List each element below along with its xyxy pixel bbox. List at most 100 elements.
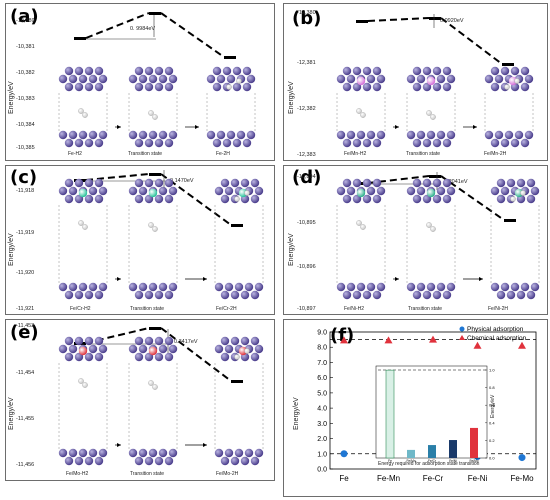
y-tick-label: 8.0 bbox=[317, 345, 327, 352]
inset-x-label: Fe/Cr bbox=[428, 459, 437, 463]
tick-label: -11,920 bbox=[16, 270, 35, 276]
tick-label: -11,456 bbox=[16, 462, 35, 468]
tick-label: -11,919 bbox=[16, 230, 35, 236]
structures bbox=[56, 60, 266, 140]
caption: Transition state bbox=[408, 306, 442, 312]
transition-state-level bbox=[149, 327, 161, 330]
physical-point bbox=[340, 450, 348, 458]
tick-label: -10,381 bbox=[16, 44, 35, 50]
tick-label: -10,895 bbox=[297, 220, 316, 226]
inset-bar bbox=[385, 369, 395, 459]
tick-label: -10,385 bbox=[16, 145, 35, 151]
tick-label: -10,380 bbox=[16, 18, 35, 24]
panel-label: (e) bbox=[10, 322, 39, 343]
chemical-point bbox=[429, 335, 437, 343]
panel-b: (b) Energy/eV -12,380 -12,381 -12,382 -1… bbox=[283, 3, 548, 161]
tick-label: -10,383 bbox=[16, 96, 35, 102]
adsorption-chart: 0.0 1.0 2.0 3.0 4.0 5.0 6.0 7.0 8.0 9.0 Fe Fe-Mn Fe-… bbox=[317, 326, 537, 483]
inset-y-tick-label: 0.0 bbox=[489, 456, 495, 461]
inset-y-tick-label: 1.0 bbox=[489, 368, 495, 373]
initial-state-level bbox=[74, 37, 86, 40]
tick-label: -12,381 bbox=[297, 60, 316, 66]
legend-marker-chemical bbox=[459, 335, 465, 340]
transition-state-level bbox=[149, 12, 161, 15]
y-tick-label: 3.0 bbox=[317, 421, 327, 428]
y-tick-label: 1.0 bbox=[317, 451, 327, 458]
inset-x-label: Fe/Mn bbox=[406, 459, 415, 463]
x-tick-label: Fe-Mn bbox=[377, 474, 400, 483]
y-tick-label: 7.0 bbox=[317, 360, 327, 367]
caption: Fe/Ni-H2 bbox=[344, 306, 365, 312]
panel-label: (c) bbox=[10, 167, 38, 188]
inset-y-tick-label: 0.2 bbox=[489, 438, 495, 443]
barrier-value: 0.2041eV bbox=[444, 179, 468, 185]
panel-d: (d) Energy/eV -10,894 -10,895 -10,896 -1… bbox=[283, 165, 548, 315]
final-state-level bbox=[231, 380, 243, 383]
energy-path bbox=[85, 170, 232, 226]
tick-label: -11,454 bbox=[16, 370, 35, 376]
tick-label: -10,384 bbox=[16, 122, 35, 128]
tick-label: -12,382 bbox=[297, 106, 316, 112]
caption: Fe-2H bbox=[216, 151, 230, 157]
caption: Fe/Ni-2H bbox=[488, 306, 509, 312]
y-tick-label: 4.0 bbox=[317, 406, 327, 413]
chemical-point bbox=[384, 336, 393, 344]
inset-y-tick-label: 0.6 bbox=[489, 403, 495, 408]
inset-bar bbox=[428, 445, 436, 458]
barrier-value: 0.0920eV bbox=[440, 18, 464, 24]
inset-x-label: Fe/Ni bbox=[449, 459, 457, 463]
panel-e: (e) Energy/eV -11,453 -11,454 -11,455 -1… bbox=[5, 319, 275, 481]
legend-marker-physical bbox=[459, 326, 465, 332]
caption: Fe/Cr-2H bbox=[216, 306, 237, 312]
initial-state-level bbox=[356, 20, 368, 23]
x-tick-label: Fe-Cr bbox=[423, 474, 444, 483]
panel-a: (a) Energy/eV -10,380 -10,381 -10,382 -1… bbox=[5, 3, 275, 161]
y-tick-label: 5.0 bbox=[317, 390, 327, 397]
x-tick-label: Fe bbox=[339, 474, 349, 483]
final-state-level bbox=[504, 219, 516, 222]
panel-label: (f) bbox=[330, 325, 355, 346]
inset-y-label: Energy/eV bbox=[490, 394, 496, 418]
y-tick-label: 6.0 bbox=[317, 375, 327, 382]
barrier-value: 0.3417eV bbox=[174, 339, 198, 345]
chemical-point bbox=[473, 341, 482, 349]
y-tick-label: 2.0 bbox=[317, 436, 327, 443]
caption: Fe/Mo-2H bbox=[216, 471, 239, 477]
panel-label: (a) bbox=[10, 6, 39, 27]
inset-frame bbox=[375, 365, 488, 459]
energy-path bbox=[85, 327, 232, 382]
physical-point bbox=[518, 454, 526, 462]
energy-path bbox=[367, 172, 505, 221]
final-state-level bbox=[224, 56, 236, 59]
energy-path bbox=[85, 12, 225, 58]
legend-label: Chemical adsorption bbox=[467, 335, 527, 342]
inset-bar bbox=[470, 427, 478, 458]
panel-label: (d) bbox=[292, 167, 322, 188]
tick-label: -10,894 bbox=[297, 174, 316, 180]
caption: Transition state bbox=[128, 151, 162, 157]
panel-f: (f) Energy/eV 0.0 1.0 2.0 3.0 4.0 5.0 6.0 7.0 8.… bbox=[283, 319, 548, 497]
caption: Transition state bbox=[130, 306, 164, 312]
caption: Transition state bbox=[406, 151, 440, 157]
inset-x-label: Fe bbox=[388, 459, 392, 463]
tick-label: -11,455 bbox=[16, 416, 35, 422]
transition-state-level bbox=[149, 173, 161, 176]
tick-label: -12,383 bbox=[297, 152, 316, 158]
final-state-level bbox=[502, 63, 514, 66]
plot-frame bbox=[329, 331, 537, 470]
chemical-point bbox=[518, 341, 526, 349]
x-tick-label: Fe-Ni bbox=[468, 474, 488, 483]
inset-y-tick-label: 0.4 bbox=[489, 420, 495, 425]
tick-label: -11,453 bbox=[16, 323, 35, 329]
y-tick-label: 0.0 bbox=[317, 467, 327, 474]
barrier-value: 0.1470eV bbox=[170, 178, 194, 184]
inset-y-tick-label: 0.8 bbox=[489, 385, 495, 390]
barrier-value: 0. 9984eV bbox=[130, 26, 156, 32]
y-tick-label: 9.0 bbox=[317, 330, 327, 337]
caption: Fe/Mn-2H bbox=[484, 151, 507, 157]
tick-label: -10,896 bbox=[297, 264, 316, 270]
tick-label: -10,382 bbox=[16, 70, 35, 76]
initial-state-level bbox=[356, 182, 368, 185]
energy-path bbox=[367, 14, 503, 65]
x-tick-label: Fe-Mo bbox=[510, 474, 534, 483]
